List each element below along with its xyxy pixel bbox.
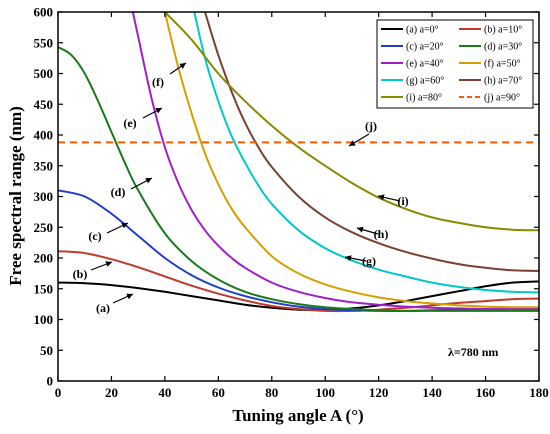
curve-label: (b) — [73, 267, 88, 281]
y-tick-label: 0 — [47, 374, 54, 389]
curve-label: (d) — [111, 185, 126, 199]
y-tick-label: 600 — [34, 5, 54, 20]
series-layer — [58, 12, 539, 313]
curve-label: (f) — [152, 75, 164, 89]
series-line-b — [58, 250, 539, 313]
x-tick-label: 100 — [315, 385, 335, 400]
legend-entry-label: (j) a=90° — [484, 93, 520, 104]
x-tick-label: 60 — [212, 385, 225, 400]
annotation-arrow-head — [126, 293, 133, 300]
x-tick-label: 140 — [422, 385, 442, 400]
y-tick-label: 150 — [34, 281, 54, 296]
y-tick-label: 450 — [34, 97, 54, 112]
series-line-c — [58, 189, 539, 312]
legend-entry-label: (f) a=50° — [484, 59, 521, 70]
y-tick-label: 100 — [34, 312, 54, 327]
series-line-d — [58, 46, 539, 312]
annotation-layer: (a) (b) (c) (d) (e) (f) (g) (h) (i) (j) — [73, 62, 409, 315]
x-tick-label: 120 — [369, 385, 389, 400]
series-line-h — [204, 12, 539, 272]
y-tick-label: 300 — [34, 189, 54, 204]
series-line-i — [164, 12, 539, 232]
curve-label: (i) — [397, 194, 408, 208]
x-axis-label: Tuning angle A (°) — [232, 406, 363, 425]
x-tick-label: 20 — [105, 385, 118, 400]
y-axis-label: Free spectral range (nm) — [6, 106, 25, 286]
legend-entry-label: (b) a=10° — [484, 25, 522, 36]
annotation-arrow-head — [121, 222, 128, 229]
y-tick-label: 500 — [34, 66, 54, 81]
x-tick-label: 180 — [529, 385, 549, 400]
series-line-g — [193, 12, 539, 294]
series-line-e — [131, 12, 539, 311]
series-line-f — [163, 12, 539, 309]
annotation-arrow-head — [179, 63, 186, 69]
x-tick-label: 80 — [265, 385, 278, 400]
annotation-arrow-head — [105, 261, 112, 267]
annotation-arrow-head — [349, 140, 356, 146]
y-tick-label: 200 — [34, 251, 54, 266]
curve-label: (j) — [365, 119, 377, 133]
x-tick-label: 160 — [476, 385, 496, 400]
annotation-arrow-head — [357, 226, 364, 233]
curve-label: (e) — [123, 116, 136, 130]
y-tick-label: 350 — [34, 158, 54, 173]
x-tick-label: 0 — [55, 385, 62, 400]
curve-label: (h) — [374, 227, 389, 241]
curve-label: (c) — [88, 229, 101, 243]
y-tick-label: 550 — [34, 35, 54, 50]
legend-entry-label: (h) a=70° — [484, 76, 522, 87]
annotation-arrow-head — [155, 108, 162, 114]
legend-entry-label: (d) a=30° — [484, 42, 522, 53]
legend: (a) a=0° (b) a=10° (c) a=20° (d) a=30° (e) a… — [376, 19, 534, 109]
y-tick-label: 400 — [34, 128, 54, 143]
wavelength-annotation: λ=780 nm — [448, 345, 498, 359]
annotation-arrow-head — [378, 194, 385, 201]
legend-entry-label: (a) a=0° — [406, 25, 439, 36]
annotation-arrow-head — [345, 255, 352, 262]
curve-label: (g) — [362, 254, 376, 268]
legend-entry-label: (c) a=20° — [406, 42, 444, 53]
x-tick-label: 40 — [158, 385, 171, 400]
y-tick-label: 250 — [34, 220, 54, 235]
curve-label: (a) — [96, 301, 110, 315]
annotation-arrow-head — [145, 178, 152, 184]
legend-entry-label: (e) a=40° — [406, 59, 444, 70]
axes-layer: 0 20 40 60 80 100 120 140 160 180 0 50 100 150 200 250 3… — [34, 5, 549, 401]
legend-entry-label: (i) a=80° — [406, 93, 442, 104]
legend-entry-label: (g) a=60° — [406, 76, 444, 87]
y-tick-label: 50 — [40, 343, 53, 358]
